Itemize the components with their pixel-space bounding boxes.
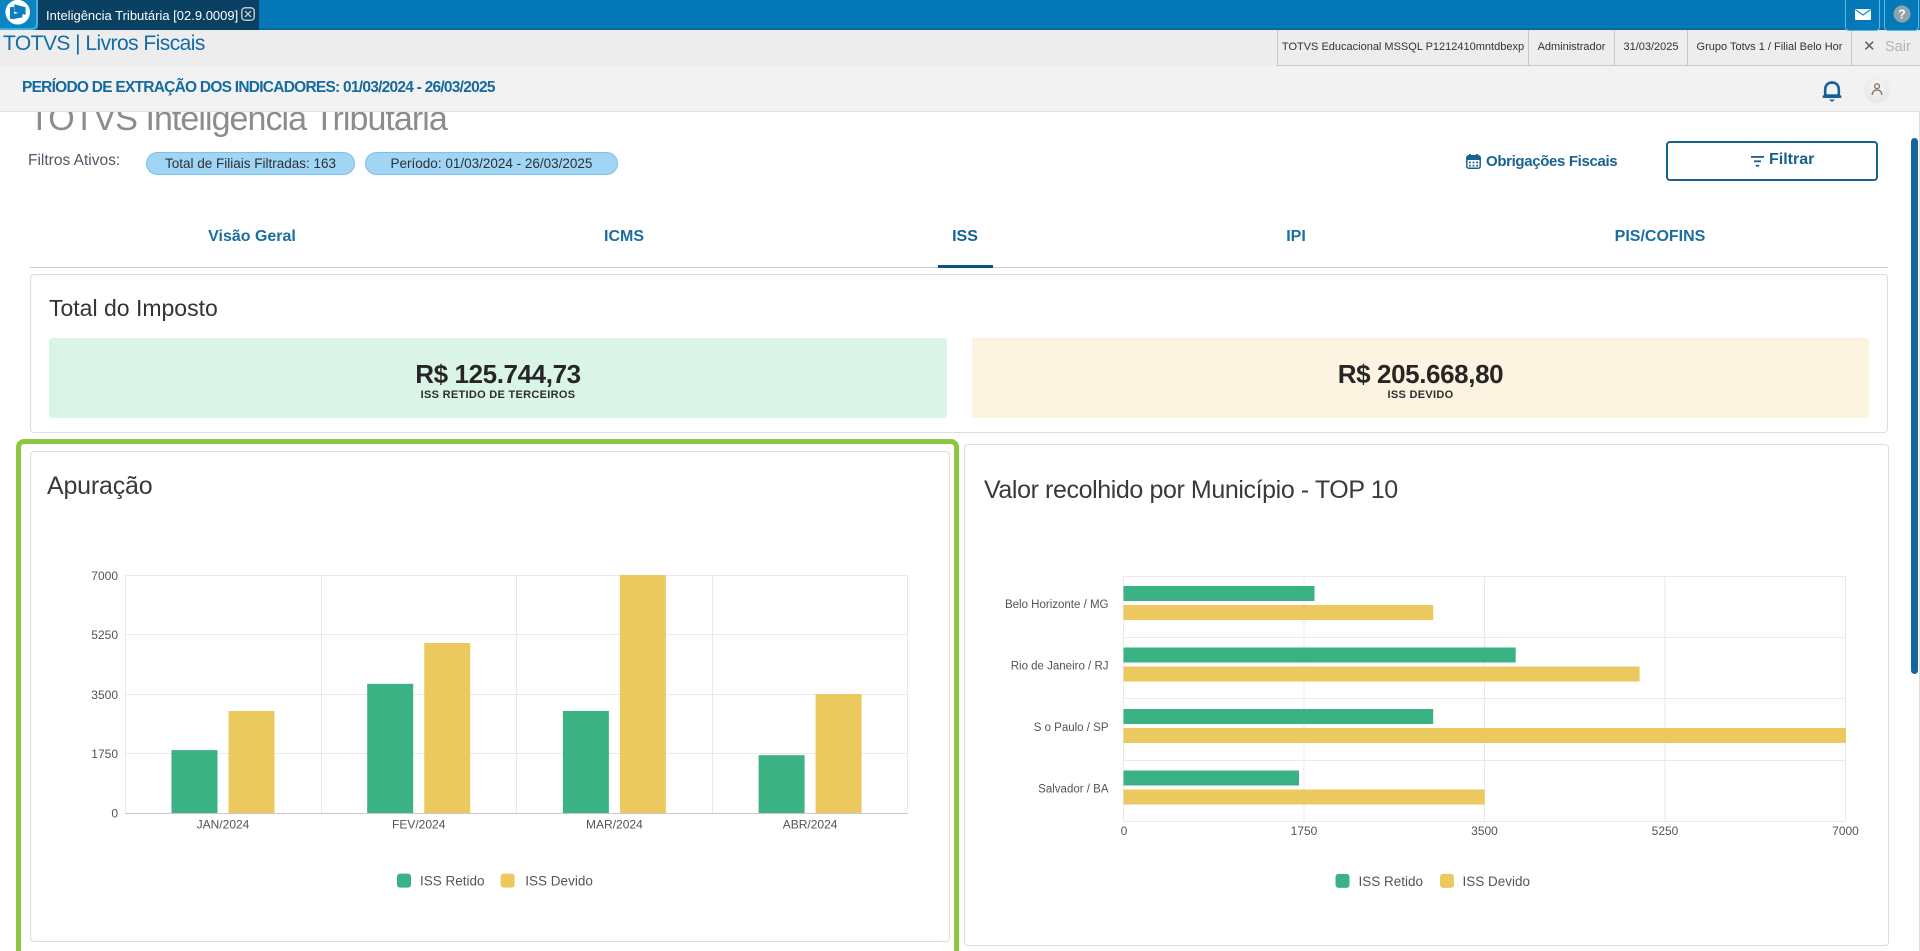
svg-text:ISS Devido: ISS Devido [525,874,593,889]
svg-text:Rio de Janeiro / RJ: Rio de Janeiro / RJ [1011,660,1109,672]
svg-text:Belo Horizonte / MG: Belo Horizonte / MG [1005,599,1109,611]
svg-text:JAN/2024: JAN/2024 [197,818,250,832]
svg-text:MAR/2024: MAR/2024 [586,818,643,832]
svg-text:5250: 5250 [91,628,118,642]
svg-text:3500: 3500 [91,688,118,702]
svg-text:?: ? [1898,7,1906,21]
svg-text:ISS Retido: ISS Retido [1359,874,1424,889]
svg-text:0: 0 [111,807,118,821]
svg-text:FEV/2024: FEV/2024 [392,818,446,832]
svg-text:ISS Devido: ISS Devido [1463,874,1531,889]
svg-text:0: 0 [1121,824,1128,838]
svg-text:ISS Retido: ISS Retido [420,874,485,889]
svg-text:Salvador / BA: Salvador / BA [1038,783,1109,795]
svg-text:1750: 1750 [1291,824,1318,838]
svg-text:7000: 7000 [91,569,118,583]
svg-text:S o Paulo / SP: S o Paulo / SP [1034,722,1109,734]
svg-text:ABR/2024: ABR/2024 [783,818,838,832]
svg-text:5250: 5250 [1652,824,1679,838]
svg-text:7000: 7000 [1832,824,1859,838]
svg-text:1750: 1750 [91,747,118,761]
svg-text:3500: 3500 [1471,824,1498,838]
